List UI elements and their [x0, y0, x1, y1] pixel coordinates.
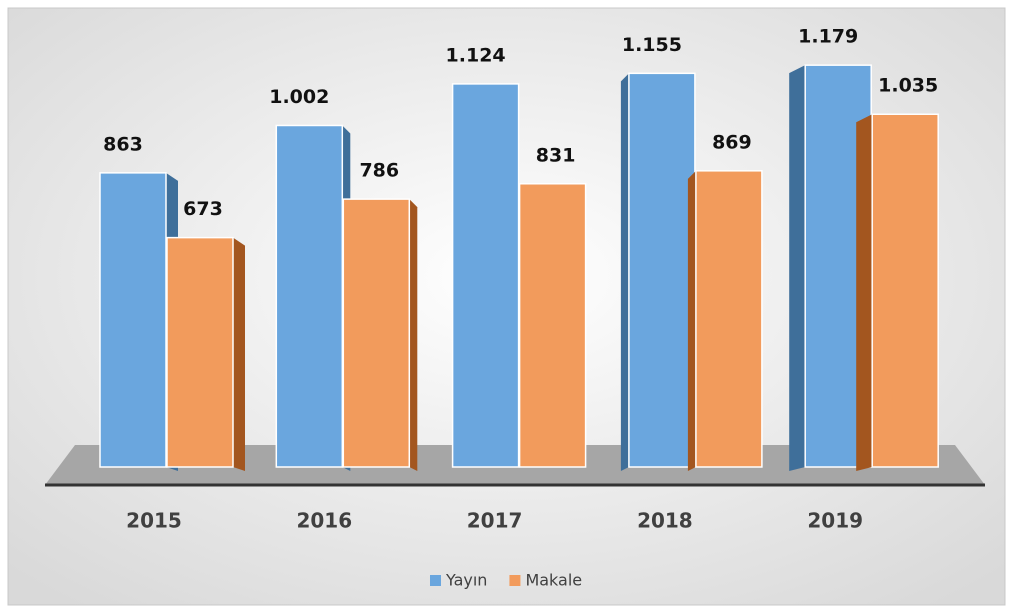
bar — [871, 113, 939, 468]
legend-swatch — [430, 575, 441, 586]
bar-side — [789, 65, 806, 471]
bar — [518, 183, 587, 468]
bar-side — [620, 73, 629, 472]
x-tick-label: 2018 — [637, 509, 693, 533]
bar — [99, 172, 167, 468]
bar — [451, 83, 520, 468]
bar — [628, 72, 696, 468]
bar — [275, 124, 344, 468]
data-label: 786 — [359, 160, 399, 182]
data-label: 1.002 — [269, 86, 329, 108]
bar-side — [687, 170, 696, 471]
x-tick-label: 2015 — [126, 509, 182, 533]
bar-side — [409, 199, 418, 472]
data-label: 1.124 — [446, 44, 506, 66]
legend-label: Makale — [525, 571, 582, 590]
data-label: 869 — [712, 131, 752, 153]
x-tick-label: 2016 — [296, 509, 352, 533]
bar — [166, 236, 234, 468]
bar — [342, 198, 411, 468]
bar-side — [856, 114, 873, 472]
data-label: 1.155 — [622, 34, 682, 56]
legend-label: Yayın — [445, 571, 487, 590]
legend-swatch — [509, 575, 521, 586]
data-label: 1.035 — [878, 75, 938, 97]
x-tick-label: 2017 — [467, 509, 523, 533]
data-label: 1.179 — [798, 26, 858, 48]
data-label: 673 — [183, 198, 223, 220]
data-label: 831 — [536, 144, 576, 166]
x-tick-label: 2019 — [807, 509, 863, 533]
bar — [695, 170, 763, 468]
bar-side — [233, 237, 245, 471]
data-label: 863 — [103, 133, 143, 155]
